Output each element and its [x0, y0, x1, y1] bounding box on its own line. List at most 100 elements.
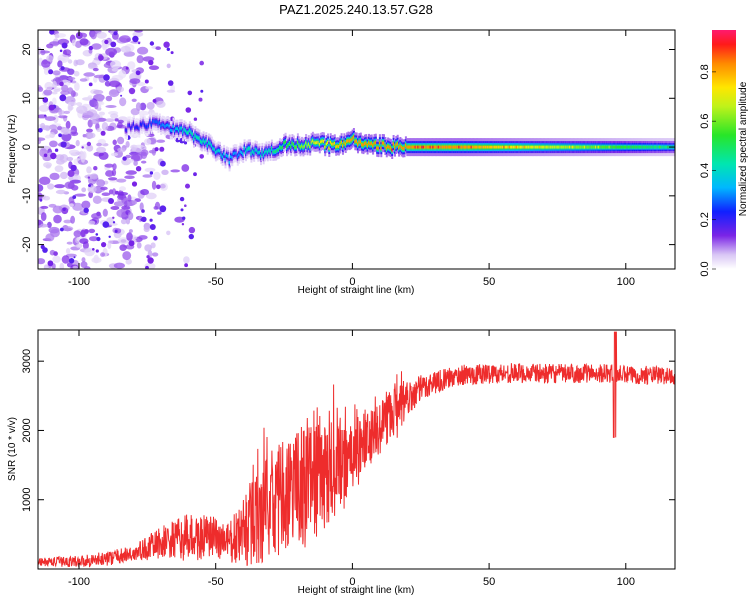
spectrogram-blob [133, 144, 145, 148]
spectrogram-blob [117, 122, 123, 129]
spectrogram-ridge-cell [460, 145, 463, 149]
spectrogram-ridge-cell [455, 145, 458, 149]
spectrogram-ridge-cell [661, 145, 664, 149]
spectrogram-ridge-cell [649, 145, 652, 149]
spectrogram-blob [61, 226, 74, 232]
spectrogram-blob [67, 59, 73, 64]
spectrogram-ridge-cell [311, 139, 314, 143]
spectrogram-ridge-cell [474, 145, 477, 149]
spectrogram-blob [93, 100, 99, 110]
spectrogram-ridge-cell [517, 145, 519, 149]
spectrogram-ridge-cell [484, 145, 487, 149]
spectrogram-blob [75, 59, 85, 66]
spectrogram-blob [100, 130, 106, 136]
spectrogram-ridge-cell [532, 145, 534, 149]
spectrogram-ridge-cell [441, 145, 444, 149]
spectrogram-blob [52, 80, 57, 89]
spectrogram-blob [130, 152, 143, 162]
spectrogram-ridge-cell [439, 145, 442, 149]
spectrogram-ridge-cell [400, 146, 403, 149]
spectrogram-ridge-cell [317, 141, 320, 144]
spectrogram-blob [60, 227, 64, 232]
spectrogram-blob [105, 95, 113, 102]
spectrogram-blob [45, 233, 55, 242]
spectrogram-ridge-cell [623, 145, 626, 149]
spectrogram-blob [97, 95, 104, 102]
spectrogram-blob [86, 166, 92, 174]
spectrogram-blob [46, 55, 54, 62]
spectrogram-ridge-cell [620, 145, 623, 149]
spectrogram-ridge-cell [469, 145, 472, 149]
spectrogram-blob [119, 244, 127, 252]
spectrogram-blob [79, 78, 88, 82]
spectrogram-ridge-cell [499, 145, 502, 149]
spectrogram-blob [105, 105, 117, 108]
spectrogram-blob [140, 189, 150, 196]
spectrogram-blob [107, 242, 112, 249]
spectrogram-blob [154, 147, 159, 152]
spectrogram-blob [52, 70, 61, 76]
spectrogram-ridge-cell [198, 137, 201, 140]
spectrogram-blob [48, 104, 55, 111]
spectrogram-blob [127, 158, 135, 163]
spectrogram-blob [52, 97, 57, 106]
spectrogram-blob [130, 108, 140, 116]
spectrogram-blob [65, 120, 71, 129]
spectrogram-blob [88, 45, 94, 51]
spectrogram-blob [92, 248, 95, 251]
spectrogram-ridge-cell [354, 139, 357, 143]
spectrogram-ridge-cell [301, 144, 303, 148]
spectrogram-ridge-cell [492, 145, 495, 149]
spectrogram-blob [49, 172, 60, 180]
spectrogram-ridge-cell [545, 145, 548, 149]
spectrogram-blob [159, 183, 166, 189]
spectrogram-ridge-cell [398, 146, 401, 149]
spectrogram-ridge-cell [295, 145, 298, 149]
spectrogram-blob [44, 116, 56, 121]
spectrogram-blob [84, 174, 97, 179]
spectrogram-ridge-cell [515, 145, 518, 149]
spectrogram-ridge-cell [225, 154, 228, 157]
spectrogram-ridge-cell [500, 145, 503, 149]
spectrogram-ridge-cell [590, 145, 593, 149]
spectrogram-blob [151, 180, 157, 190]
spectrogram-ridge-cell [415, 145, 418, 149]
spectrogram-blob [70, 215, 75, 224]
spectrogram-ridge-cell [380, 146, 383, 150]
spectrogram-blob [87, 185, 97, 193]
spectrogram-ridge-cell [228, 161, 231, 164]
spectrogram-blob [114, 118, 119, 122]
spectrogram-ridge-cell [149, 120, 152, 123]
spectrogram-blob [40, 50, 51, 54]
spectrogram-blob [180, 208, 184, 212]
spectrogram-blob [96, 31, 107, 39]
spectrogram-blob [43, 89, 53, 96]
spectrogram-blob [149, 218, 153, 222]
spectrogram-ridge-cell [458, 145, 461, 149]
spectrogram-blob [116, 208, 128, 218]
spectrogram-ridge-cell [462, 145, 465, 149]
spectrogram-blob [170, 51, 174, 55]
spectrogram-blob [149, 224, 156, 230]
spectrogram-ridge-cell [324, 145, 327, 149]
spectrogram-blob [40, 212, 47, 222]
spectrogram-blob [140, 149, 149, 157]
spectrogram-blob [54, 184, 65, 189]
spectrogram-ridge-cell [402, 147, 405, 150]
spectrogram-blob [92, 195, 102, 204]
colorbar-label: Normalized spectral amplitude [738, 81, 749, 216]
spectrogram-ridge-cell [604, 145, 607, 149]
spectrogram-ridge-cell [568, 145, 571, 149]
spectrogram-blob [137, 110, 150, 116]
spectrogram-blob [166, 230, 171, 236]
y-tick-label: 2000 [21, 418, 33, 442]
spectrogram-ridge-cell [519, 145, 522, 149]
spectrogram-frame [37, 29, 676, 270]
spectrogram-ridge-cell [501, 145, 504, 149]
spectrogram-ridge-cell [137, 126, 139, 129]
spectrogram-blob [138, 42, 141, 45]
spectrogram-blob [67, 101, 77, 106]
spectrogram-ridge-cell [660, 145, 663, 149]
spectrogram-ridge-cell [394, 146, 396, 149]
spectrogram-ridge-cell [127, 124, 130, 127]
